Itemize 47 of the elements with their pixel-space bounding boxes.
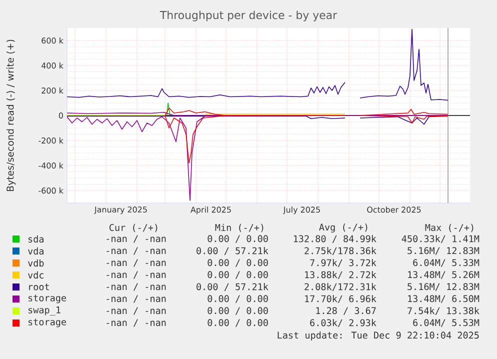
text: Min (-/+) [215, 224, 264, 232]
legend-label: sda [28, 235, 44, 243]
text: Cur (-/+) [110, 224, 158, 232]
legend-label: swap_1 [28, 306, 60, 316]
text: 6.04M/ 5.53M [413, 319, 480, 327]
legend-label: vda [28, 247, 44, 255]
text: 5.16M/ 12.83M [408, 283, 480, 291]
text: 0.00 / 0.00 [208, 319, 268, 327]
text: 6.04M/ 5.33M [413, 259, 480, 267]
text: 0.00 / 0.00 [208, 271, 268, 279]
text: 5.16M/ 12.83M [408, 247, 480, 255]
text: -nan / -nan [106, 247, 166, 255]
legend-label: vdb [28, 259, 44, 267]
text: 17.70k/ 6.96k [305, 295, 376, 303]
text: Max (-/+) [425, 224, 474, 232]
text: 13.88k/ 2.72k [305, 271, 376, 279]
legend-label: storage [28, 318, 66, 328]
legend-label: vdc [28, 271, 44, 279]
text: 0.00 / 0.00 [208, 235, 268, 243]
text: 0.00 / 0.00 [208, 259, 268, 267]
legend-label: root [29, 284, 49, 290]
text: Avg (-/+) [319, 223, 368, 233]
text: 2.08k/172.31k [304, 283, 376, 291]
text: -nan / -nan [106, 319, 166, 327]
chart-title: Throughput per device - by year [160, 10, 338, 22]
y-axis-title: Bytes/second read (-) / write (+) [6, 40, 16, 192]
text: 7.97k/ 3.72k [310, 259, 376, 267]
text: -nan / -nan [106, 295, 166, 303]
text: 450.33k/ 1.41M [402, 235, 480, 243]
text: -nan / -nan [106, 283, 166, 291]
text: Last update: Tue Dec 9 22:10:04 2025 [278, 332, 479, 340]
text: -nan / -nan [106, 259, 166, 267]
text: 6.03k/ 2.93k [310, 319, 376, 327]
text: 7.54k/ 13.38k [408, 307, 480, 315]
text: 13.48M/ 5.26M [408, 271, 480, 279]
text: 13.48M/ 6.50M [408, 295, 480, 303]
text: 0.00 / 0.00 [208, 295, 268, 303]
text: 0.00 / 0.00 [208, 307, 268, 315]
text: 0.00 / 57.21k [196, 247, 268, 255]
text: 132.80 / 84.99k [294, 235, 376, 243]
text: 2.75k/178.36k [304, 247, 376, 255]
text: 0.00 / 57.21k [196, 283, 268, 291]
legend-label: storage [28, 294, 66, 304]
text: -nan / -nan [106, 271, 166, 279]
text: -nan / -nan [106, 235, 166, 243]
text: -nan / -nan [106, 307, 166, 315]
text: 1.28 / 3.67 [316, 307, 376, 315]
